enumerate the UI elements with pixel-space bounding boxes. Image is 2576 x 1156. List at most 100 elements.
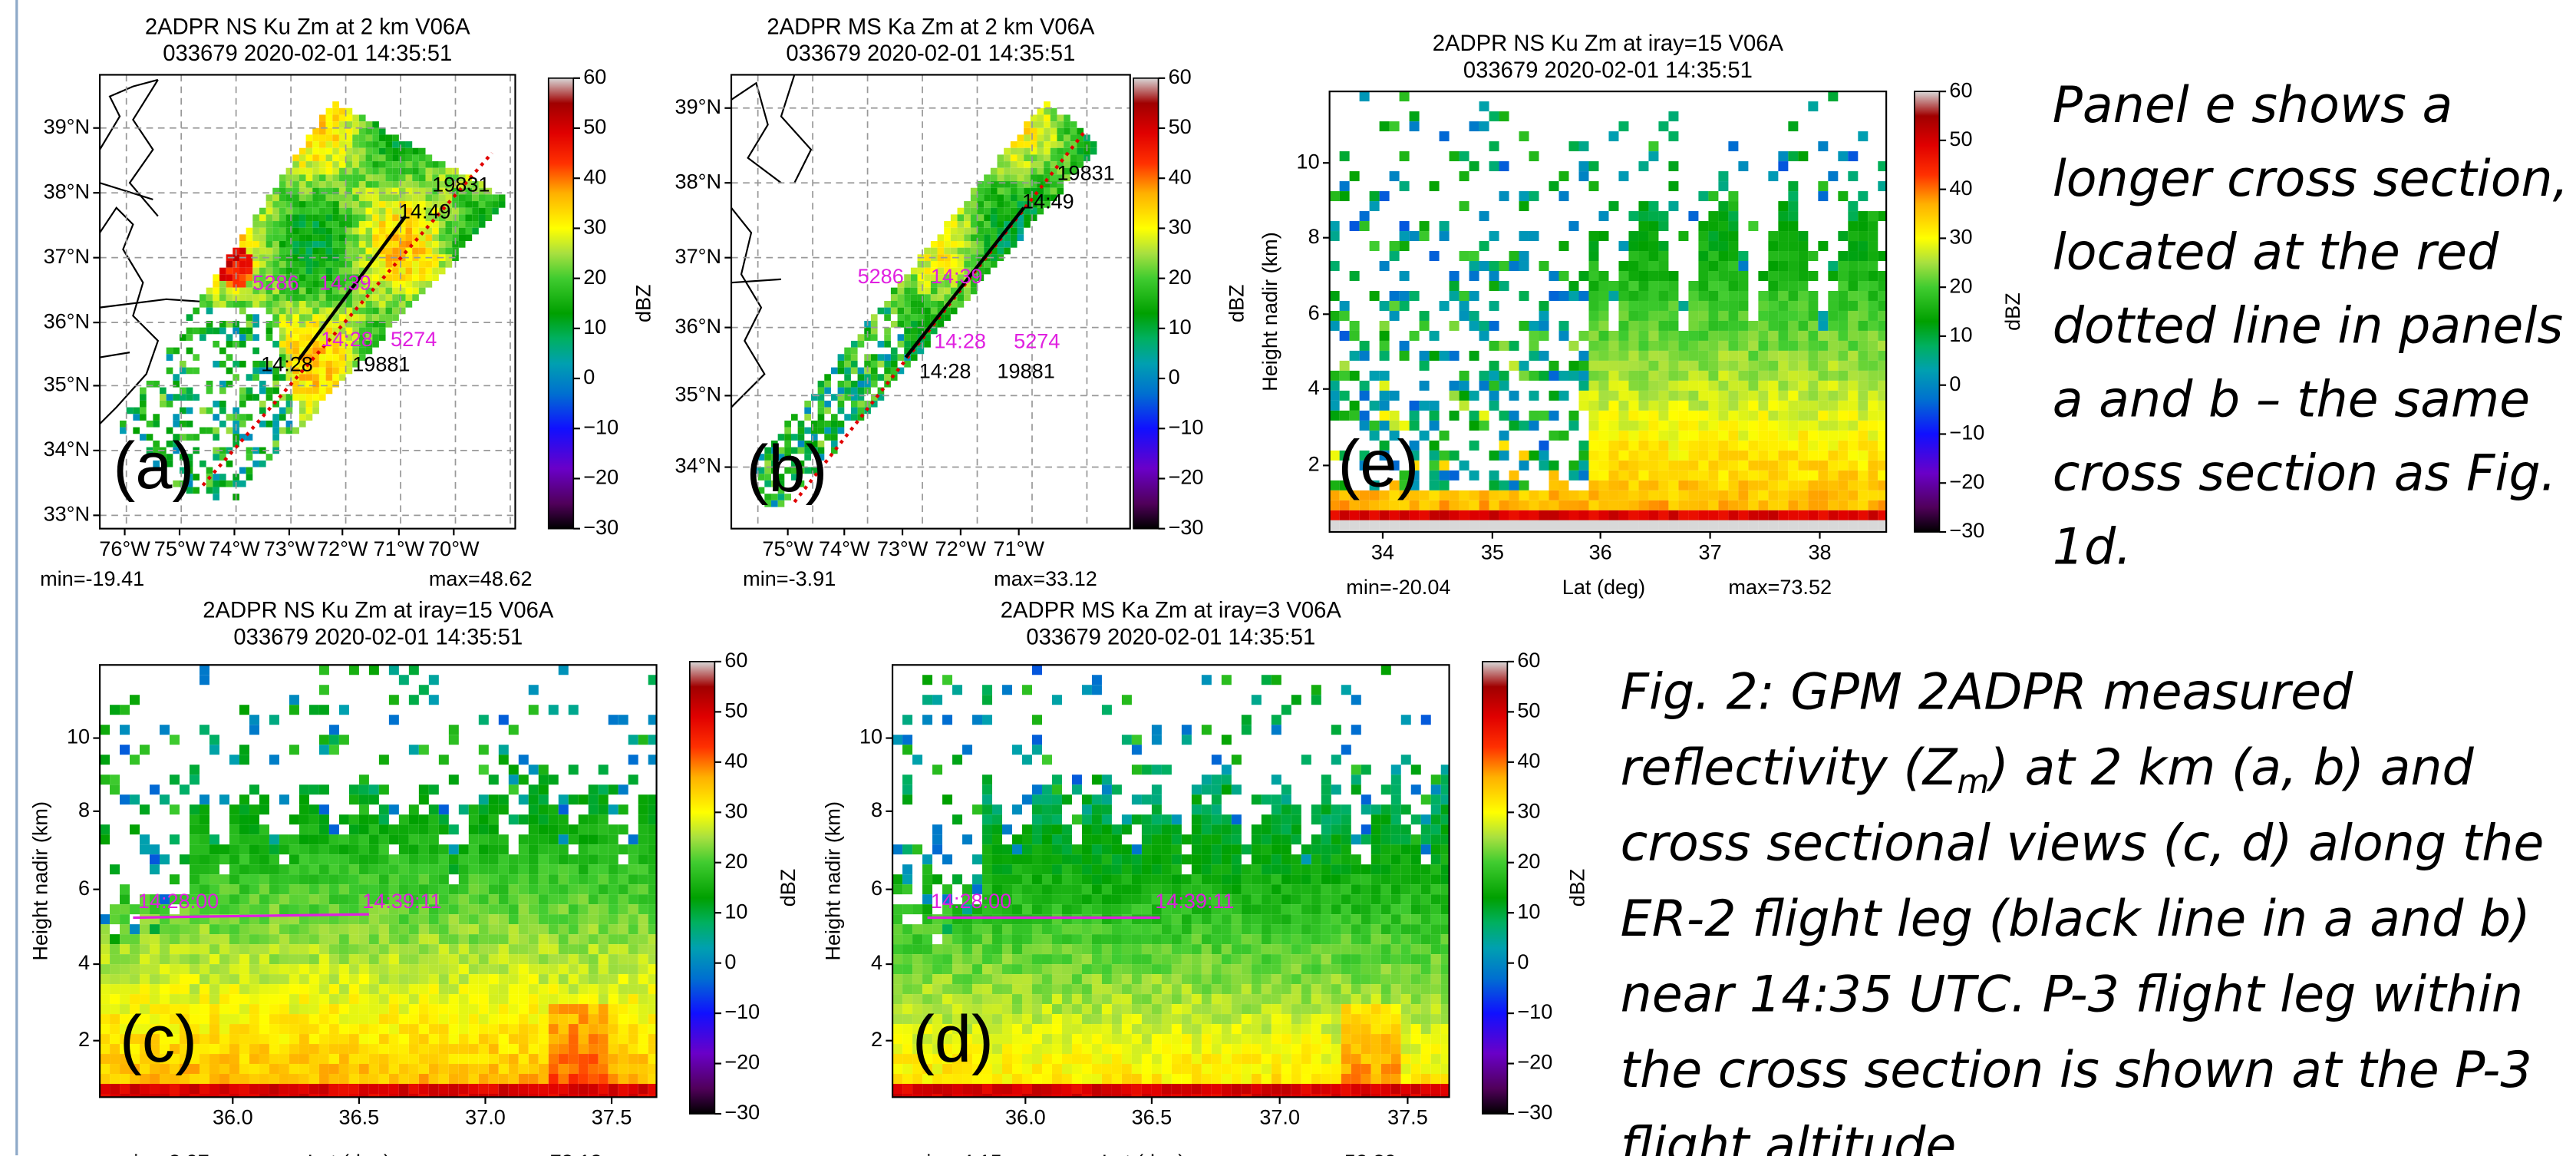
radar-cell bbox=[489, 934, 499, 944]
radar-cell bbox=[219, 924, 229, 934]
radar-cell bbox=[1037, 168, 1044, 175]
radar-cell bbox=[226, 268, 233, 275]
radar-cell bbox=[319, 174, 326, 181]
radar-cell bbox=[299, 844, 309, 854]
radar-cell bbox=[339, 148, 346, 155]
radar-cell bbox=[406, 141, 413, 148]
radar-cell bbox=[1678, 461, 1688, 471]
radar-cell bbox=[386, 221, 393, 228]
radar-cell bbox=[409, 864, 419, 874]
radar-cell bbox=[100, 1034, 110, 1044]
radar-cell bbox=[1440, 520, 1450, 530]
radar-cell bbox=[439, 994, 449, 1004]
radar-cell bbox=[579, 844, 589, 854]
radar-cell bbox=[1848, 421, 1858, 431]
radar-cell bbox=[1499, 481, 1509, 490]
radar-cell bbox=[439, 934, 449, 944]
radar-cell bbox=[1044, 161, 1051, 168]
radar-cell bbox=[206, 294, 213, 301]
radar-cell bbox=[1489, 361, 1499, 371]
radar-cell bbox=[479, 824, 489, 834]
radar-cell bbox=[991, 214, 998, 221]
radar-cell bbox=[998, 194, 1004, 201]
radar-cell bbox=[352, 114, 359, 121]
radar-cell bbox=[200, 675, 209, 685]
radar-cell bbox=[569, 834, 579, 844]
radar-cell bbox=[372, 148, 379, 155]
radar-cell bbox=[539, 794, 549, 804]
radar-cell bbox=[239, 294, 246, 301]
radar-cell bbox=[609, 914, 618, 924]
radar-cell bbox=[269, 984, 279, 994]
x-tick-label: 74°W bbox=[819, 537, 870, 560]
radar-cell bbox=[1868, 271, 1878, 281]
radar-cell bbox=[409, 1024, 419, 1034]
radar-cell bbox=[399, 168, 406, 175]
radar-cell bbox=[858, 334, 865, 341]
radar-cell bbox=[272, 308, 279, 315]
radar-cell bbox=[150, 844, 160, 854]
radar-cell bbox=[1608, 391, 1618, 401]
radar-cell bbox=[1638, 381, 1648, 391]
radar-cell bbox=[519, 1004, 529, 1014]
radar-cell bbox=[226, 261, 233, 268]
radar-cell bbox=[1064, 134, 1070, 141]
radar-cell bbox=[1708, 191, 1718, 201]
radar-cell bbox=[439, 261, 446, 268]
radar-cell bbox=[1350, 321, 1360, 331]
radar-cell bbox=[618, 984, 628, 994]
radar-cell bbox=[439, 1004, 449, 1014]
radar-cell bbox=[1648, 490, 1658, 500]
radar-cell bbox=[306, 268, 313, 275]
radar-cell bbox=[1578, 520, 1588, 530]
radar-cell bbox=[206, 467, 213, 474]
radar-cell bbox=[259, 1024, 269, 1034]
radar-cell bbox=[449, 1034, 459, 1044]
radar-cell bbox=[1858, 271, 1868, 281]
radar-cell bbox=[349, 964, 359, 974]
radar-cell bbox=[489, 854, 499, 864]
radar-cell bbox=[1400, 221, 1410, 231]
radar-cell bbox=[366, 201, 373, 208]
radar-cell bbox=[858, 408, 865, 415]
radar-cell bbox=[529, 1024, 539, 1034]
radar-cell bbox=[1868, 281, 1878, 291]
radar-cell bbox=[539, 1064, 549, 1074]
radar-cell bbox=[1708, 281, 1718, 291]
radar-cell bbox=[1848, 261, 1858, 271]
radar-cell bbox=[346, 201, 353, 208]
radar-cell bbox=[1678, 490, 1688, 500]
radar-cell bbox=[824, 408, 831, 415]
radar-cell bbox=[1838, 471, 1848, 481]
radar-cell bbox=[1758, 510, 1768, 520]
radar-cell bbox=[352, 168, 359, 175]
radar-cell bbox=[249, 1064, 259, 1074]
colorbar-label: dBZ bbox=[632, 284, 655, 322]
radar-cell bbox=[1578, 471, 1588, 481]
radar-cell bbox=[389, 1004, 399, 1014]
radar-cell bbox=[1618, 381, 1628, 391]
radar-cell bbox=[569, 944, 579, 954]
radar-cell bbox=[449, 974, 459, 984]
radar-cell bbox=[1578, 331, 1588, 341]
radar-cell bbox=[1858, 261, 1868, 271]
radar-cell bbox=[559, 1044, 569, 1054]
radar-cell bbox=[1788, 121, 1798, 131]
radar-cell bbox=[259, 214, 266, 221]
radar-cell bbox=[1648, 361, 1658, 371]
radar-cell bbox=[412, 241, 419, 248]
radar-cell bbox=[1638, 411, 1648, 421]
radar-cell bbox=[539, 1004, 549, 1014]
radar-cell bbox=[299, 268, 306, 275]
radar-cell bbox=[998, 174, 1004, 181]
radar-cell bbox=[1758, 361, 1768, 371]
radar-cell bbox=[1390, 251, 1400, 261]
radar-cell bbox=[1738, 341, 1748, 351]
radar-cell bbox=[638, 1064, 648, 1074]
radar-cell bbox=[299, 194, 306, 201]
radar-cell bbox=[1499, 520, 1509, 530]
radar-cell bbox=[1489, 111, 1499, 121]
radar-cell bbox=[479, 1024, 489, 1034]
radar-cell bbox=[599, 854, 609, 864]
radar-cell bbox=[379, 181, 386, 188]
